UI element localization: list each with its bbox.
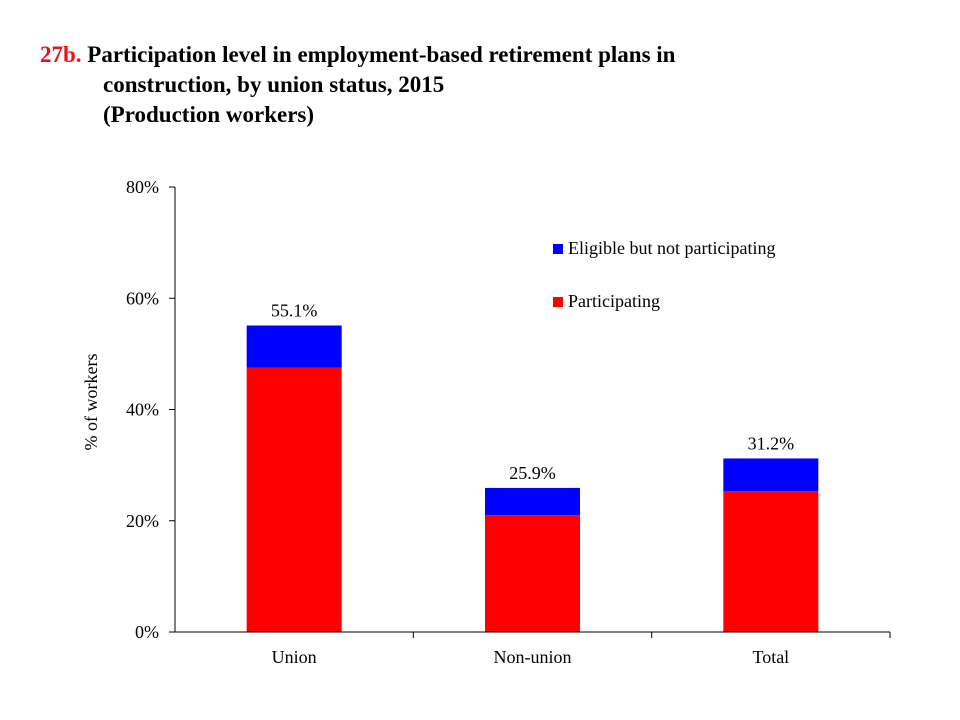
bar-segment-union-participating [246,367,342,632]
bar-segment-total-eligible [723,458,819,492]
data-label-total: 31.2% [748,433,795,453]
y-axis-label: % of workers [81,354,101,451]
bar-segment-total-participating [723,491,819,632]
title-line-2: construction, by union status, 2015 [103,72,445,97]
x-tick-label: Union [272,647,317,667]
bar-segment-non-union-eligible [485,487,580,516]
bar-segment-non-union-participating [485,515,580,632]
bar-segment-union-eligible [246,325,342,368]
y-tick-label: 20% [126,511,159,531]
chart-title: 27b. Participation level in employment-b… [40,40,675,130]
y-tick-label: 60% [126,288,159,308]
data-label-total: 25.9% [509,463,556,483]
legend-label: Eligible but not participating [568,238,775,258]
labels-group: 55.1% Union 25.9% Non-union 31.2% Total 0% 20% 4… [126,177,794,667]
bars-group [246,325,819,632]
x-tick-label: Total [752,647,789,667]
title-number: 27b. [40,42,82,67]
title-text-1: Participation level in employment-based … [87,42,676,67]
legend-group: Eligible but not participating Participat… [553,238,775,311]
data-label-total: 55.1% [271,301,318,321]
legend-swatch [553,244,563,254]
axes-group [169,186,891,638]
y-tick-label: 80% [126,177,159,197]
y-tick-label: 40% [126,400,159,420]
title-line-3: (Production workers) [103,102,315,127]
title-line-1: 27b. Participation level in employment-b… [40,40,675,70]
legend-swatch [553,297,563,307]
legend-label: Participating [568,291,660,311]
y-tick-label: 0% [135,622,159,642]
x-tick-label: Non-union [494,647,572,667]
